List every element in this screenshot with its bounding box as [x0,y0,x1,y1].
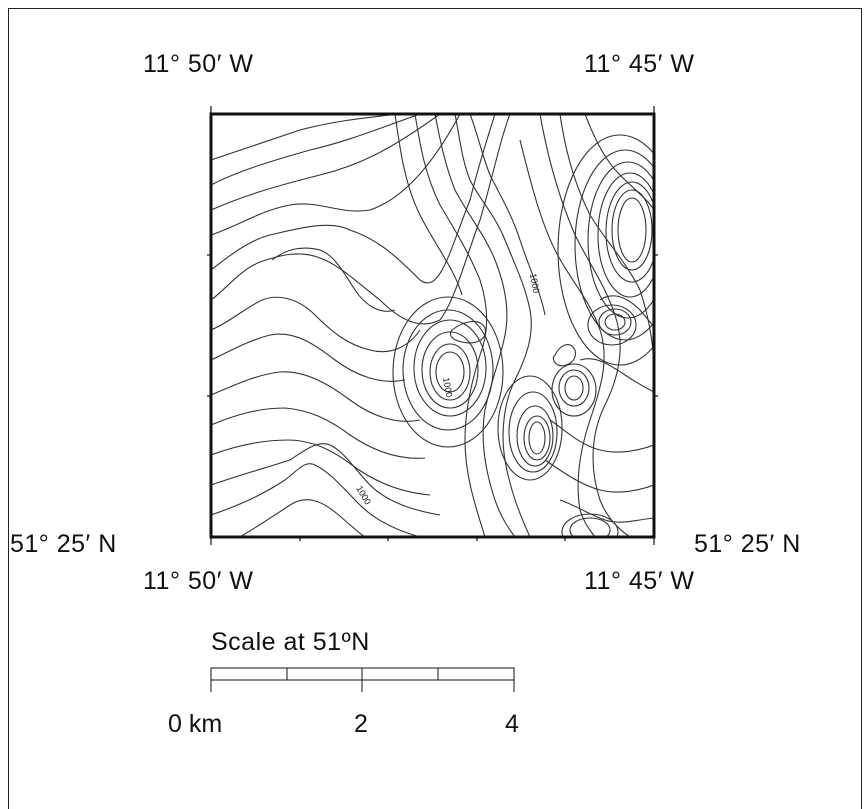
frame-ticks [207,106,658,545]
scale-bar [210,667,515,692]
lon-label-top-right: 11° 45′ W [584,50,695,78]
scale-tick-2: 2 [354,710,368,738]
scale-tick-4: 4 [505,710,519,738]
map-svg: 1000 1000 1000 [207,106,658,692]
bathymetry-contours [211,114,654,537]
map-frame [209,112,656,539]
contour-label-1: 1000 [441,377,454,398]
scale-title: Scale at 51ºN [211,628,370,656]
contour-label-2: 1000 [528,273,541,294]
contour-label-3: 1000 [354,484,373,506]
figure-border [8,8,862,809]
lon-label-bottom-right: 11° 45′ W [584,567,695,595]
lon-label-top-left: 11° 50′ W [143,50,254,78]
lat-label-left: 51° 25′ N [10,530,117,558]
lat-label-right: 51° 25′ N [694,530,801,558]
scale-tick-0: 0 km [168,710,223,738]
lon-label-bottom-left: 11° 50′ W [143,567,254,595]
